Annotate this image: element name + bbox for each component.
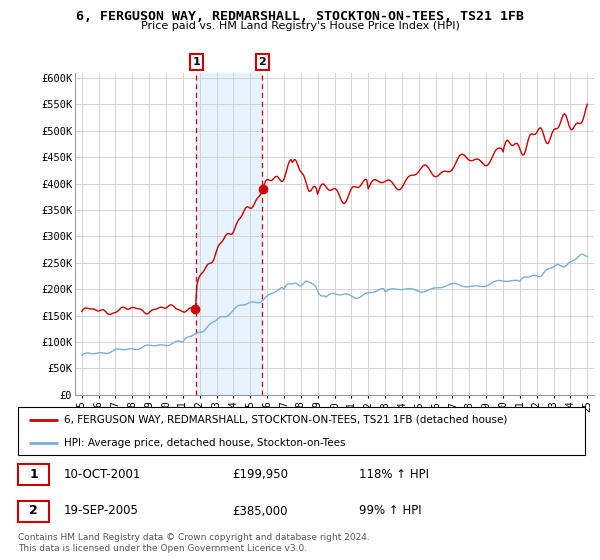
FancyBboxPatch shape [18,464,49,485]
Text: 19-SEP-2005: 19-SEP-2005 [64,505,139,517]
Text: 6, FERGUSON WAY, REDMARSHALL, STOCKTON-ON-TEES, TS21 1FB (detached house): 6, FERGUSON WAY, REDMARSHALL, STOCKTON-O… [64,414,507,424]
Text: 99% ↑ HPI: 99% ↑ HPI [359,505,421,517]
Text: £385,000: £385,000 [233,505,288,517]
Text: 118% ↑ HPI: 118% ↑ HPI [359,468,429,481]
Text: 2: 2 [29,505,38,517]
Text: Contains HM Land Registry data © Crown copyright and database right 2024.
This d: Contains HM Land Registry data © Crown c… [18,533,370,553]
Text: 2: 2 [259,57,266,67]
Text: 10-OCT-2001: 10-OCT-2001 [64,468,141,481]
FancyBboxPatch shape [18,501,49,521]
Text: Price paid vs. HM Land Registry's House Price Index (HPI): Price paid vs. HM Land Registry's House … [140,21,460,31]
Text: 1: 1 [29,468,38,481]
Text: £199,950: £199,950 [233,468,289,481]
FancyBboxPatch shape [18,407,585,455]
Bar [196,73,262,395]
Text: 1: 1 [192,57,200,67]
Text: 6, FERGUSON WAY, REDMARSHALL, STOCKTON-ON-TEES, TS21 1FB: 6, FERGUSON WAY, REDMARSHALL, STOCKTON-O… [76,10,524,22]
Text: HPI: Average price, detached house, Stockton-on-Tees: HPI: Average price, detached house, Stoc… [64,438,345,448]
